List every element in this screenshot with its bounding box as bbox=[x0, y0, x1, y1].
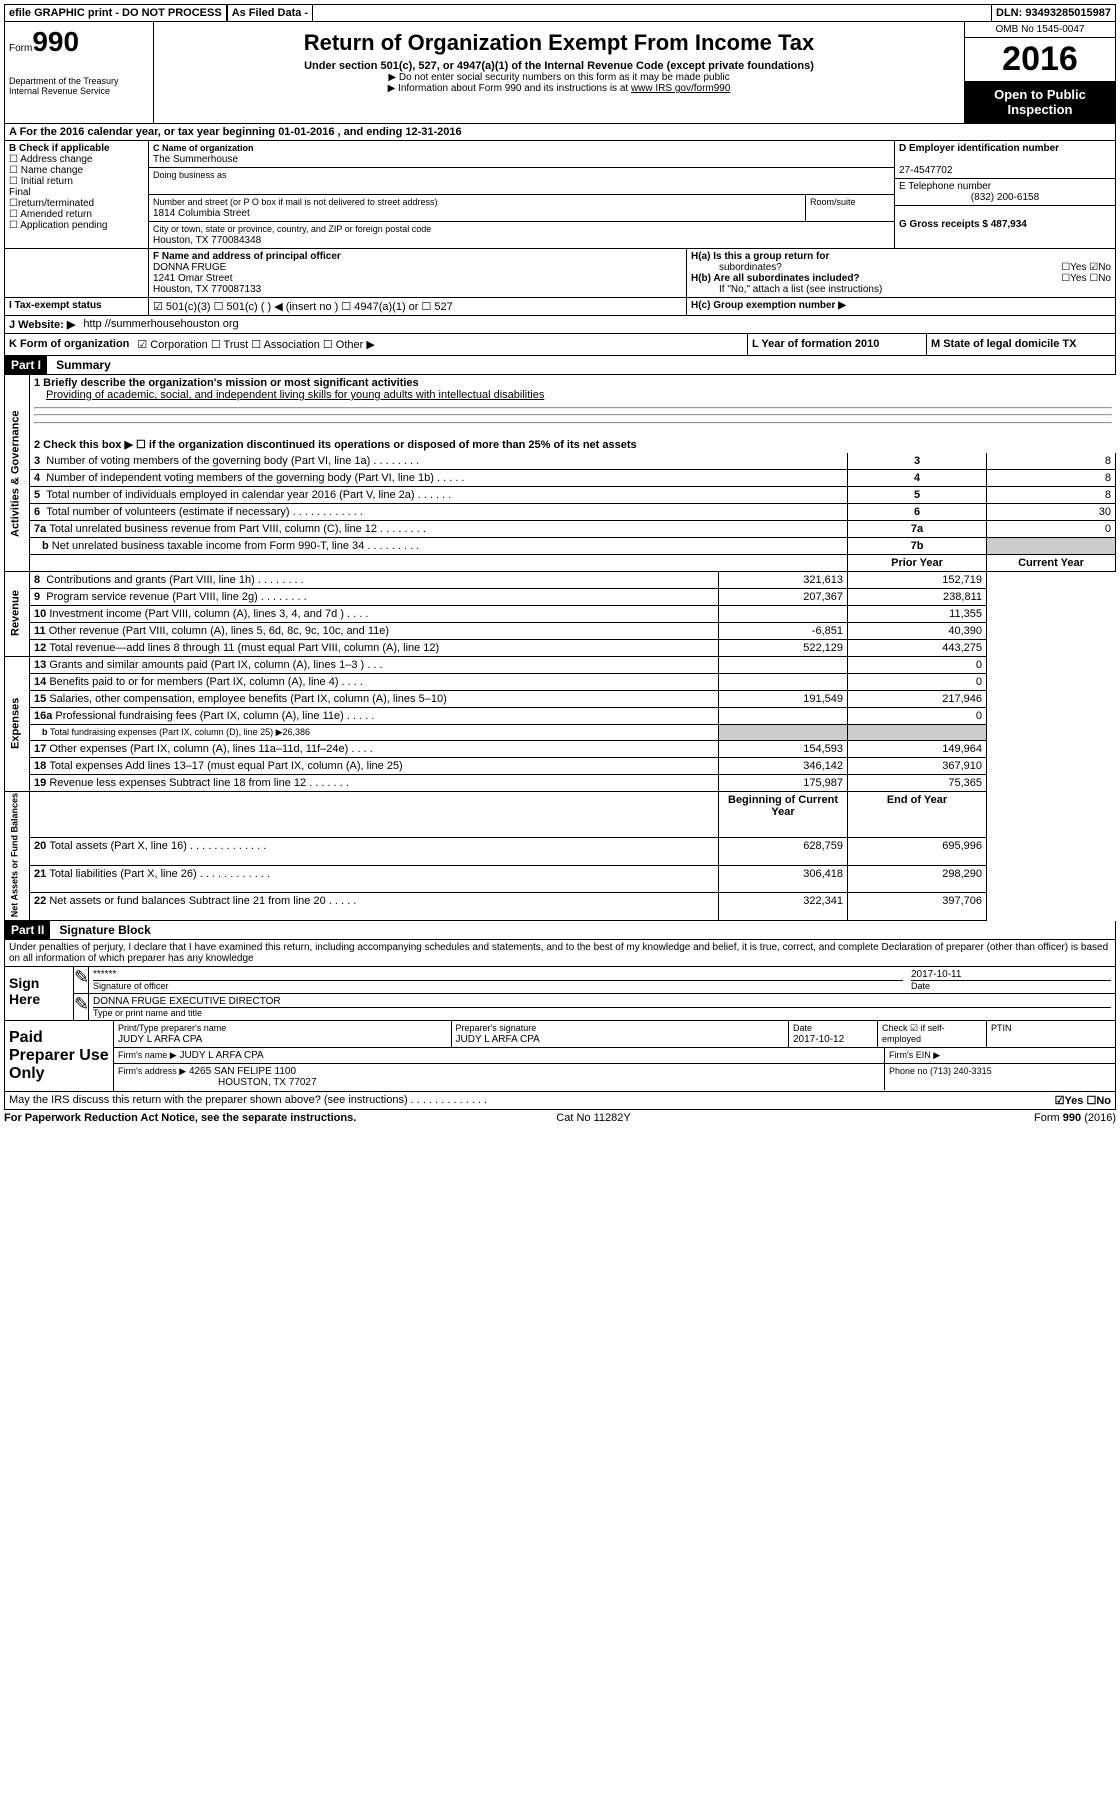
preparer-date: 2017-10-12 bbox=[793, 1034, 844, 1045]
discuss-yesno[interactable]: ☑Yes ☐No bbox=[1055, 1094, 1111, 1107]
firm-addr1: 4265 SAN FELIPE 1100 bbox=[189, 1066, 296, 1077]
open-to-public: Open to PublicInspection bbox=[965, 81, 1115, 123]
efile-label: efile GRAPHIC print - DO NOT PROCESS bbox=[5, 5, 227, 21]
row-j: J Website: ▶ http //summerhousehouston o… bbox=[4, 316, 1116, 334]
vlabel-netassets: Net Assets or Fund Balances bbox=[5, 791, 30, 920]
identity-grid: B Check if applicable ☐ Address change ☐… bbox=[4, 141, 1116, 249]
header-note1: ▶ Do not enter social security numbers o… bbox=[162, 72, 956, 83]
part1-header: Part I Summary bbox=[4, 356, 1116, 375]
firm-name: JUDY L ARFA CPA bbox=[179, 1050, 263, 1061]
form-number: 990 bbox=[32, 26, 79, 57]
gross-receipts: G Gross receipts $ 487,934 bbox=[899, 219, 1027, 230]
state-domicile: M State of legal domicile TX bbox=[926, 334, 1115, 355]
form-of-org[interactable]: ☑ Corporation ☐ Trust ☐ Association ☐ Ot… bbox=[133, 334, 747, 355]
website[interactable]: http //summerhousehouston org bbox=[79, 316, 242, 333]
year-formation: L Year of formation 2010 bbox=[747, 334, 926, 355]
cb-name-change[interactable]: ☐ Name change bbox=[9, 165, 144, 176]
cb-terminated[interactable]: ☐return/terminated bbox=[9, 198, 144, 209]
top-bar: efile GRAPHIC print - DO NOT PROCESS As … bbox=[4, 4, 1116, 22]
paid-preparer-block: Paid Preparer Use Only Print/Type prepar… bbox=[4, 1021, 1116, 1092]
dept-irs: Internal Revenue Service bbox=[9, 86, 149, 96]
cb-self-employed[interactable]: Check ☑ if self-employed bbox=[878, 1021, 987, 1047]
tax-year: 2016 bbox=[965, 38, 1115, 81]
tax-status-opts[interactable]: ☑ 501(c)(3) ☐ 501(c) ( ) ◀ (insert no ) … bbox=[149, 298, 686, 315]
omb-number: OMB No 1545-0047 bbox=[965, 22, 1115, 38]
firm-phone: Phone no (713) 240-3315 bbox=[885, 1064, 1115, 1090]
officer-sig-name: DONNA FRUGE EXECUTIVE DIRECTOR bbox=[93, 996, 1111, 1007]
form-title: Return of Organization Exempt From Incom… bbox=[162, 30, 956, 56]
discuss-row: May the IRS discuss this return with the… bbox=[4, 1092, 1116, 1110]
part2-header: Part II Signature Block bbox=[4, 921, 1116, 940]
ptin-label: PTIN bbox=[987, 1021, 1115, 1047]
cb-amended[interactable]: ☐ Amended return bbox=[9, 209, 144, 220]
officer-name: DONNA FRUGE bbox=[153, 262, 226, 273]
row-i: I Tax-exempt status ☑ 501(c)(3) ☐ 501(c)… bbox=[4, 298, 1116, 316]
col-b-checkboxes: B Check if applicable ☐ Address change ☐… bbox=[5, 141, 149, 248]
cb-address-change[interactable]: ☐ Address change bbox=[9, 154, 144, 165]
org-city: Houston, TX 770084348 bbox=[153, 235, 261, 246]
preparer-sig: JUDY L ARFA CPA bbox=[456, 1034, 540, 1045]
h-c: H(c) Group exemption number ▶ bbox=[686, 298, 1115, 315]
officer-addr2: Houston, TX 770087133 bbox=[153, 284, 261, 295]
row-klm: K Form of organization ☑ Corporation ☐ T… bbox=[4, 334, 1116, 356]
summary-table: Activities & Governance 1 Briefly descri… bbox=[4, 375, 1116, 921]
dln-label: DLN: 93493285015987 bbox=[991, 5, 1115, 21]
footer: For Paperwork Reduction Act Notice, see … bbox=[4, 1110, 1116, 1124]
cb-initial-return[interactable]: ☐ Initial return bbox=[9, 176, 144, 187]
irs-link[interactable]: www IRS gov/form990 bbox=[631, 83, 730, 94]
telephone: (832) 200-6158 bbox=[971, 192, 1039, 203]
cb-app-pending[interactable]: ☐ Application pending bbox=[9, 220, 144, 231]
dept-treasury: Department of the Treasury bbox=[9, 76, 149, 86]
vlabel-expenses: Expenses bbox=[5, 656, 30, 791]
vlabel-governance: Activities & Governance bbox=[5, 375, 30, 571]
paid-preparer-label: Paid Preparer Use Only bbox=[5, 1021, 114, 1091]
officer-group-grid: F Name and address of principal officer … bbox=[4, 249, 1116, 298]
cb-final-label: Final bbox=[9, 187, 144, 198]
asfiled-label: As Filed Data - bbox=[227, 5, 313, 21]
row-a-tax-year: A For the 2016 calendar year, or tax yea… bbox=[4, 124, 1116, 141]
mission: Providing of academic, social, and indep… bbox=[34, 389, 1112, 401]
firm-ein: Firm's EIN ▶ bbox=[885, 1048, 1115, 1063]
vlabel-revenue: Revenue bbox=[5, 571, 30, 656]
firm-addr2: HOUSTON, TX 77027 bbox=[218, 1077, 317, 1088]
officer-addr1: 1241 Omar Street bbox=[153, 273, 232, 284]
sign-here-block: Sign Here ✎ ****** Signature of officer … bbox=[4, 967, 1116, 1021]
perjury-text: Under penalties of perjury, I declare th… bbox=[4, 940, 1116, 967]
pen-icon: ✎ bbox=[74, 967, 89, 993]
form-prefix: Form bbox=[9, 43, 32, 54]
h-a-yesno[interactable]: ☐Yes ☑No bbox=[1061, 262, 1111, 273]
header-note2: ▶ Information about Form 990 and its ins… bbox=[162, 83, 956, 94]
ein: 27-4547702 bbox=[899, 165, 952, 176]
sign-date: 2017-10-11 bbox=[911, 969, 1111, 980]
org-name: The Summerhouse bbox=[153, 154, 238, 165]
col-d-right: D Employer identification number 27-4547… bbox=[894, 141, 1115, 248]
pen-icon: ✎ bbox=[74, 994, 89, 1020]
col-c-org: C Name of organization The Summerhouse D… bbox=[149, 141, 894, 248]
form-subtitle: Under section 501(c), 527, or 4947(a)(1)… bbox=[162, 60, 956, 72]
h-b-yesno[interactable]: ☐Yes ☐No bbox=[1061, 273, 1111, 284]
org-address: 1814 Columbia Street bbox=[153, 208, 250, 219]
preparer-name: JUDY L ARFA CPA bbox=[118, 1034, 202, 1045]
sign-here-label: Sign Here bbox=[5, 967, 74, 1020]
form-header: Form990 Department of the Treasury Inter… bbox=[4, 22, 1116, 124]
cat-no: Cat No 11282Y bbox=[556, 1112, 630, 1124]
